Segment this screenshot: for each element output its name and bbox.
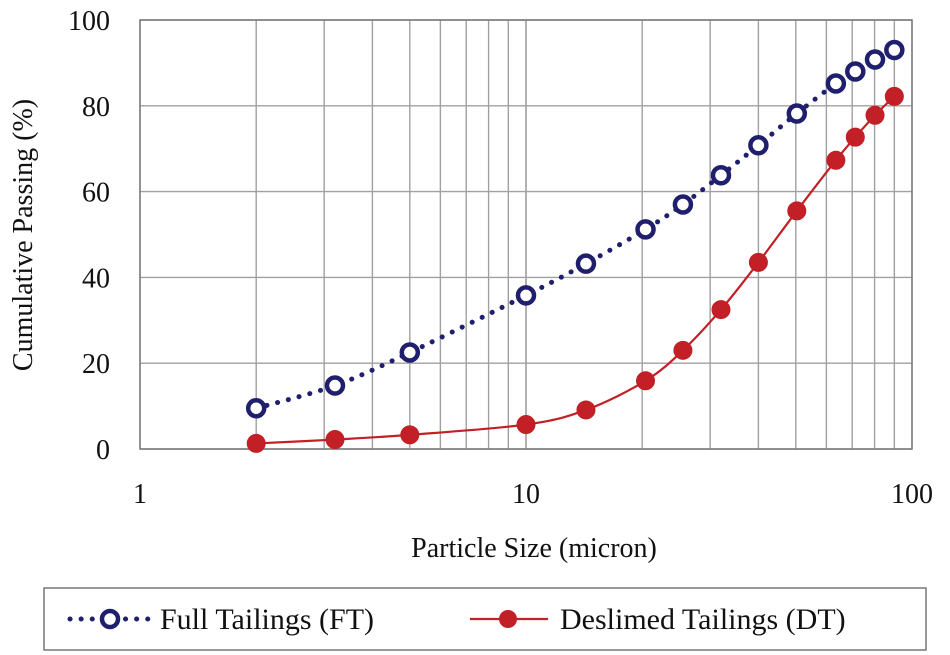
data-point-1 (576, 400, 596, 420)
data-point-1 (325, 430, 345, 450)
data-point-1 (884, 86, 904, 106)
data-point-1 (246, 433, 266, 453)
data-point-0 (324, 375, 346, 396)
data-point-1 (400, 425, 420, 445)
y-tick-label: 100 (68, 6, 110, 37)
data-point-0 (635, 219, 656, 240)
data-point-0 (845, 61, 866, 82)
data-point-1 (748, 252, 768, 272)
tick-labels: 0 20 40 60 80 100 1 10 100 (68, 6, 933, 510)
data-point-0 (245, 397, 267, 419)
data-point-0 (748, 135, 769, 156)
plot-border (139, 19, 913, 450)
legend-label-full-tailings: Full Tailings (FT) (160, 603, 374, 636)
x-tick-label: 1 (133, 479, 147, 510)
data-point-1 (636, 371, 656, 391)
y-axis-title: Cumulative Passing (%) (8, 99, 39, 371)
legend: Full Tailings (FT) Deslimed Tailings (DT… (43, 587, 927, 651)
y-tick-label: 20 (82, 349, 110, 380)
data-point-1 (673, 340, 693, 360)
plot-grid (139, 19, 913, 450)
legend-label-deslimed-tailings: Deslimed Tailings (DT) (560, 603, 846, 636)
data-point-1 (711, 300, 731, 320)
data-point-1 (826, 150, 846, 170)
series-line-1 (256, 95, 896, 445)
plot-axes (139, 19, 913, 450)
x-axis-title: Particle Size (micron) (411, 533, 657, 564)
data-point-0 (575, 253, 597, 274)
y-tick-label: 0 (96, 435, 110, 466)
x-tick-label: 10 (512, 479, 540, 510)
series-layer (245, 39, 905, 453)
legend-marker-deslimed-tailings (499, 610, 517, 628)
x-tick-label: 100 (891, 479, 933, 510)
data-point-0 (399, 342, 421, 363)
legend-marker-full-tailings (99, 608, 121, 630)
data-point-0 (672, 194, 694, 215)
data-point-1 (865, 105, 885, 125)
data-point-1 (845, 127, 865, 147)
data-point-0 (825, 73, 847, 94)
data-point-1 (787, 201, 807, 221)
data-point-0 (710, 165, 732, 186)
data-point-0 (786, 103, 808, 124)
data-point-1 (516, 415, 536, 435)
y-tick-label: 80 (82, 92, 110, 123)
data-point-0 (884, 39, 905, 61)
data-point-0 (515, 285, 537, 306)
y-tick-label: 40 (82, 263, 110, 294)
y-tick-label: 60 (82, 178, 110, 209)
data-point-0 (864, 49, 886, 70)
